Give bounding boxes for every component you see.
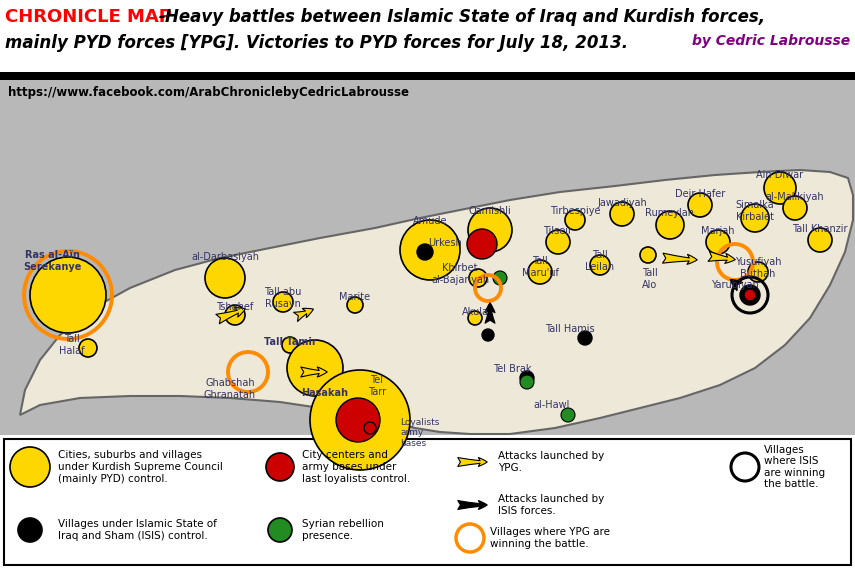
- Text: Marjah: Marjah: [701, 226, 734, 236]
- Text: Attacks launched by
YPG.: Attacks launched by YPG.: [498, 451, 604, 473]
- Bar: [4, 439, 851, 565]
- Circle shape: [610, 202, 634, 226]
- Text: Tall
Alo: Tall Alo: [642, 268, 657, 290]
- Circle shape: [266, 453, 294, 481]
- Text: Tall Hamis: Tall Hamis: [545, 324, 595, 334]
- Circle shape: [336, 398, 380, 442]
- Text: Hasakah: Hasakah: [302, 388, 349, 398]
- Circle shape: [688, 193, 712, 217]
- Circle shape: [640, 247, 656, 263]
- Text: Deir Hafer: Deir Hafer: [675, 189, 725, 199]
- Text: Tel
Tarr: Tel Tarr: [368, 375, 386, 397]
- Text: Ras al-Aïn
Serekanye: Ras al-Aïn Serekanye: [23, 250, 81, 271]
- Text: Tirbespiye: Tirbespiye: [550, 206, 600, 216]
- Text: Jawadiyah: Jawadiyah: [597, 198, 647, 208]
- Circle shape: [528, 260, 552, 284]
- Text: Villages where YPG are
winning the battle.: Villages where YPG are winning the battl…: [490, 527, 610, 549]
- Circle shape: [561, 408, 575, 422]
- Text: City centers and
army bases under
last loyalists control.: City centers and army bases under last l…: [302, 451, 410, 484]
- Text: Tall
Leilan: Tall Leilan: [586, 250, 615, 271]
- Text: CHRONICLE MAP: CHRONICLE MAP: [5, 8, 172, 26]
- Text: Tall
Halaf: Tall Halaf: [59, 334, 85, 356]
- Circle shape: [482, 329, 494, 341]
- Text: -: -: [153, 8, 171, 26]
- Circle shape: [546, 230, 570, 254]
- Circle shape: [744, 289, 756, 301]
- Text: Tall abu
Rusayn: Tall abu Rusayn: [264, 287, 302, 308]
- Circle shape: [282, 337, 298, 353]
- Circle shape: [706, 230, 730, 254]
- Text: Ghabshah
Ghranatah: Ghabshah Ghranatah: [204, 378, 256, 399]
- Circle shape: [400, 220, 460, 280]
- Text: Tel Brak: Tel Brak: [492, 364, 531, 374]
- Text: mainly PYD forces [YPG]. Victories to PYD forces for July 18, 2013.: mainly PYD forces [YPG]. Victories to PY…: [5, 34, 628, 52]
- Text: Simalka
Kirbalet: Simalka Kirbalet: [735, 200, 775, 221]
- Text: Tall Tamir: Tall Tamir: [263, 337, 316, 347]
- Text: Cities, suburbs and villages
under Kurdish Supreme Council
(mainly PYD) control.: Cities, suburbs and villages under Kurdi…: [58, 451, 223, 484]
- Bar: [0, 435, 855, 569]
- Text: Heavy battles between Islamic State of Iraq and Kurdish forces,: Heavy battles between Islamic State of I…: [165, 8, 765, 26]
- Circle shape: [287, 340, 343, 396]
- Text: al-Darbasiyah: al-Darbasiyah: [191, 252, 259, 262]
- Text: Khirbet
al-Bajariyah: Khirbet al-Bajariyah: [431, 263, 489, 284]
- Text: Attacks launched by
ISIS forces.: Attacks launched by ISIS forces.: [498, 494, 604, 516]
- Circle shape: [368, 381, 386, 399]
- Text: Loyalists
army
bases: Loyalists army bases: [400, 418, 439, 448]
- Circle shape: [273, 292, 293, 312]
- Circle shape: [493, 271, 507, 285]
- Text: al-Malikiyah: al-Malikiyah: [766, 192, 824, 202]
- Circle shape: [347, 297, 363, 313]
- Circle shape: [808, 228, 832, 252]
- Text: Yusufiyah
Buthah: Yusufiyah Buthah: [734, 257, 781, 279]
- Text: Villages under Islamic State of
Iraq and Sham (ISIS) control.: Villages under Islamic State of Iraq and…: [58, 519, 217, 541]
- Circle shape: [520, 371, 534, 385]
- Text: Tall Khanzir: Tall Khanzir: [793, 224, 848, 234]
- Text: https://www.facebook.com/ArabChroniclebyCedricLabrousse: https://www.facebook.com/ArabChronicleby…: [8, 86, 409, 99]
- Circle shape: [590, 255, 610, 275]
- Circle shape: [565, 210, 585, 230]
- Text: Akula: Akula: [462, 307, 488, 317]
- Text: by Cedric Labrousse: by Cedric Labrousse: [692, 34, 850, 48]
- Text: Syrian rebellion
presence.: Syrian rebellion presence.: [302, 519, 384, 541]
- Circle shape: [741, 204, 769, 232]
- Circle shape: [468, 208, 512, 252]
- Text: al-Hawl: al-Hawl: [534, 400, 570, 410]
- Text: Tall
Maru'uf: Tall Maru'uf: [522, 256, 558, 278]
- Polygon shape: [20, 170, 853, 434]
- Circle shape: [18, 518, 42, 542]
- Text: Ain Diwar: Ain Diwar: [757, 170, 804, 180]
- Circle shape: [469, 269, 487, 287]
- Bar: [0, 72, 855, 80]
- Circle shape: [417, 244, 433, 260]
- Text: Tshahef: Tshahef: [216, 302, 254, 312]
- Text: Tilseir: Tilseir: [544, 226, 573, 236]
- Circle shape: [656, 211, 684, 239]
- Circle shape: [205, 258, 245, 298]
- Text: Marite: Marite: [339, 292, 370, 302]
- Circle shape: [748, 262, 768, 282]
- Circle shape: [578, 331, 592, 345]
- Text: Amude: Amude: [413, 216, 447, 226]
- Circle shape: [10, 447, 50, 487]
- Text: Qamishli: Qamishli: [469, 206, 511, 216]
- Circle shape: [268, 518, 292, 542]
- Circle shape: [764, 172, 796, 204]
- Text: Villages
where ISIS
are winning
the battle.: Villages where ISIS are winning the batt…: [764, 444, 825, 489]
- Circle shape: [30, 257, 106, 333]
- Circle shape: [740, 285, 760, 305]
- Text: Yarubiyah: Yarubiyah: [711, 280, 759, 290]
- Bar: [0, 80, 855, 435]
- Circle shape: [79, 339, 97, 357]
- Bar: [0, 0, 855, 85]
- Circle shape: [310, 370, 410, 470]
- Circle shape: [364, 422, 376, 434]
- Circle shape: [467, 229, 497, 259]
- Text: Urkesh: Urkesh: [428, 238, 462, 248]
- Circle shape: [520, 375, 534, 389]
- Circle shape: [468, 311, 482, 325]
- Circle shape: [225, 305, 245, 325]
- Text: Rumeylan: Rumeylan: [646, 208, 694, 218]
- Circle shape: [783, 196, 807, 220]
